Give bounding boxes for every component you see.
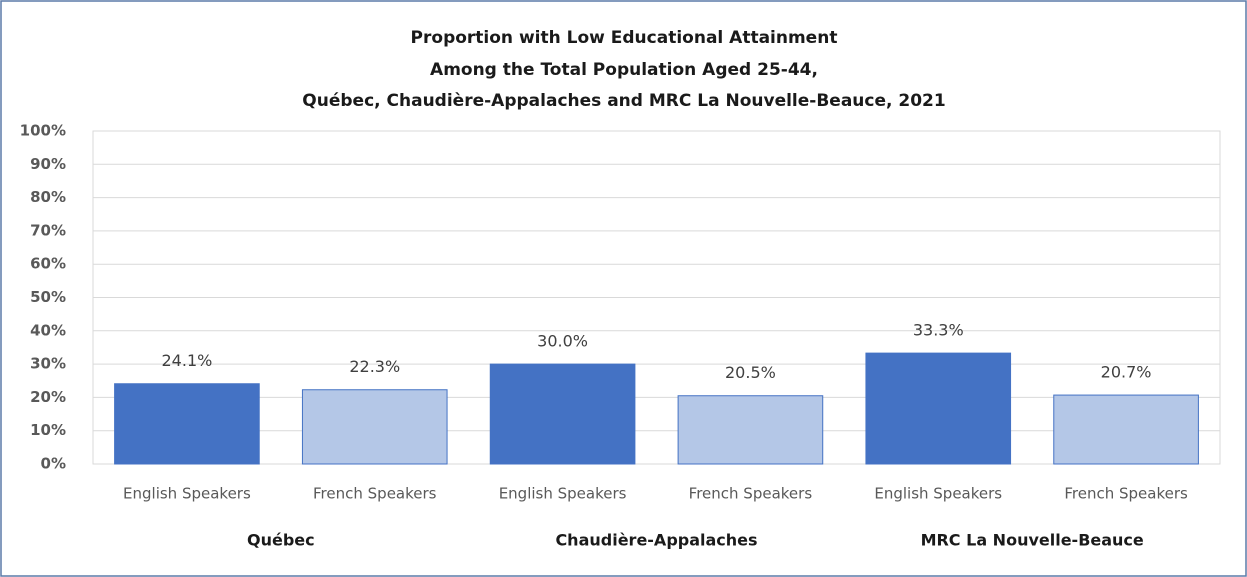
bar [301, 389, 448, 465]
x-tick-label: French Speakers [1064, 485, 1188, 503]
y-tick-label: 40% [30, 321, 66, 339]
chart-title: Proportion with Low Educational Attainme… [411, 28, 838, 48]
value-label: 22.3% [349, 357, 400, 376]
x-tick-label: English Speakers [123, 485, 251, 503]
y-tick-label: 50% [30, 288, 66, 306]
y-tick-label: 20% [30, 388, 66, 406]
x-tick-label: French Speakers [313, 485, 437, 503]
bar [489, 363, 636, 465]
value-label: 20.5% [725, 363, 776, 382]
value-label: 20.7% [1101, 363, 1152, 382]
bar [865, 352, 1012, 465]
group-label: Chaudière-Appalaches [555, 531, 757, 550]
bar [677, 395, 824, 465]
chart-title: Among the Total Population Aged 25-44, [430, 60, 818, 80]
y-tick-label: 90% [30, 155, 66, 173]
group-label: Québec [247, 531, 315, 550]
y-tick-label: 80% [30, 188, 66, 206]
bar [1053, 394, 1199, 465]
value-label: 33.3% [913, 321, 964, 340]
y-tick-label: 30% [30, 355, 66, 373]
x-tick-label: English Speakers [499, 485, 627, 503]
y-tick-label: 100% [20, 122, 66, 140]
value-label: 24.1% [162, 351, 213, 370]
value-label: 30.0% [537, 332, 588, 351]
plot-border [92, 130, 1221, 465]
x-tick-label: English Speakers [874, 485, 1002, 503]
x-tick-label: French Speakers [689, 485, 813, 503]
y-tick-label: 10% [30, 421, 66, 439]
bar [114, 383, 260, 465]
y-tick-label: 0% [41, 455, 66, 473]
y-tick-label: 70% [30, 221, 66, 239]
y-tick-label: 60% [30, 255, 66, 273]
group-label: MRC La Nouvelle-Beauce [921, 531, 1144, 550]
chart-title: Québec, Chaudière-Appalaches and MRC La … [302, 91, 945, 111]
